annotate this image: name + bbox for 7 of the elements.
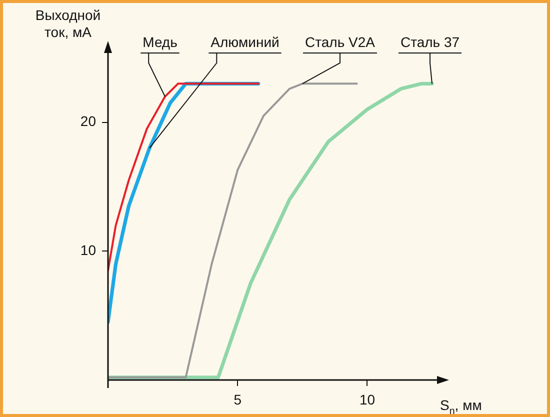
x-tick-label: 5 [234,391,242,408]
y-axis-title: Выходной ток, мА [35,7,101,40]
text: Алюминий [210,34,280,50]
text: Медь [142,34,178,50]
text: Сталь 37 [400,34,460,50]
text: Сталь V2A [305,34,376,50]
y-tick-label: 20 [80,113,96,130]
